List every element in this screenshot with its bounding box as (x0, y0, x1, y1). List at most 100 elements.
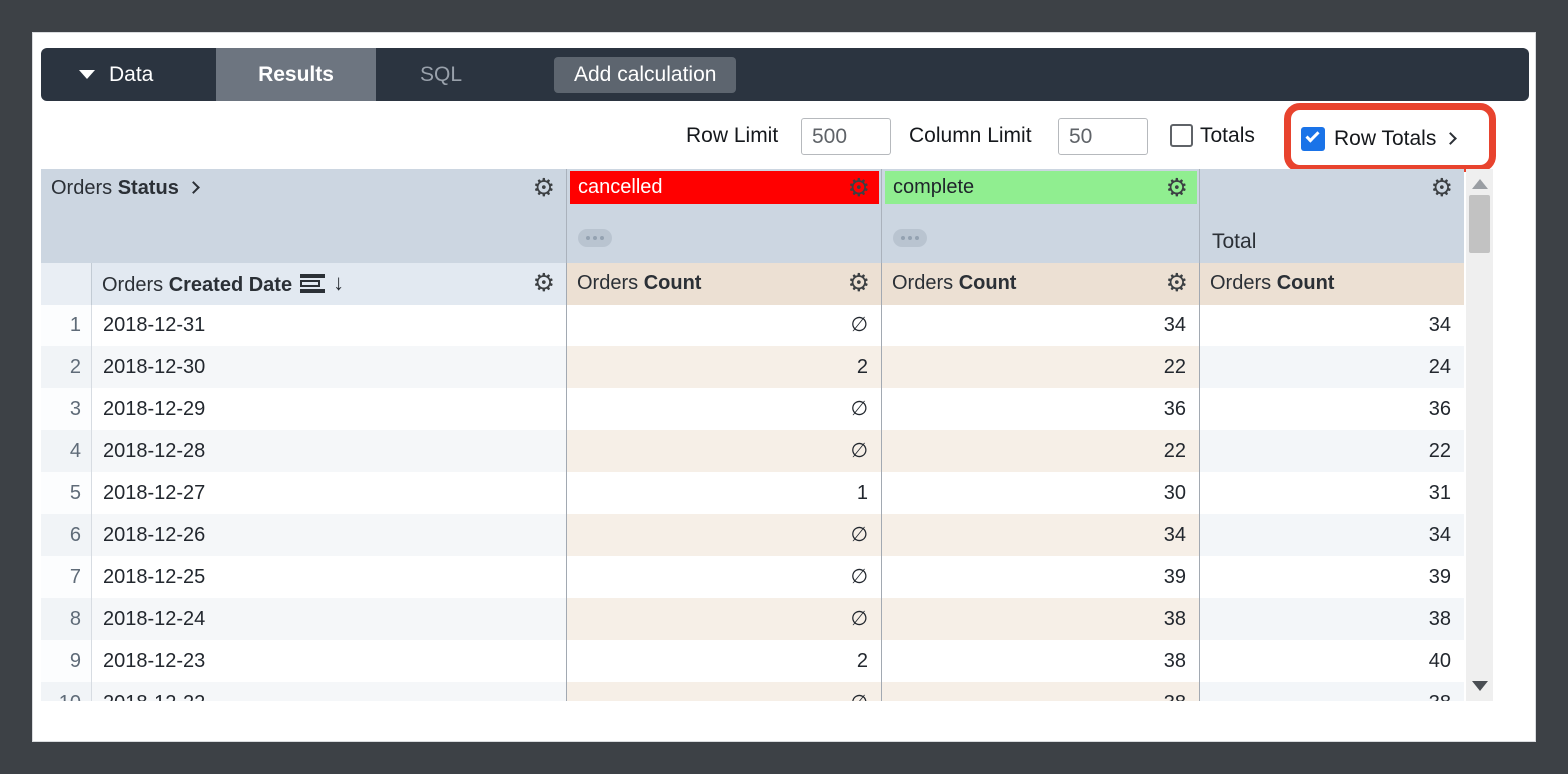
row-totals-checkbox[interactable] (1301, 127, 1325, 151)
cell-created-date[interactable]: 2018-12-28 (91, 430, 566, 472)
table-row: 8 2018-12-24 ∅ 38 38 (41, 598, 1464, 640)
chevron-right-icon (1444, 132, 1458, 145)
cell-complete-count[interactable]: 38 (881, 682, 1199, 701)
row-limit-label: Row Limit (686, 124, 779, 147)
pivot-options-button[interactable] (893, 229, 927, 247)
cell-cancelled-count[interactable]: ∅ (566, 682, 881, 701)
vertical-scrollbar[interactable] (1466, 169, 1493, 701)
cell-cancelled-count[interactable]: ∅ (566, 514, 881, 556)
cell-row-total[interactable]: 34 (1199, 304, 1464, 346)
row-index: 5 (41, 472, 91, 514)
cell-cancelled-count[interactable]: 2 (566, 640, 881, 682)
cell-cancelled-count[interactable]: ∅ (566, 556, 881, 598)
dimension-header-created-date[interactable]: Orders Created Date ↓ ⚙ (91, 263, 566, 305)
cell-cancelled-count[interactable]: 2 (566, 346, 881, 388)
cell-complete-count[interactable]: 34 (881, 514, 1199, 556)
table-row: 6 2018-12-26 ∅ 34 34 (41, 514, 1464, 556)
pivot-header-row: Orders Status ⚙ cancelled ⚙ complete ⚙ ⚙… (41, 169, 1464, 263)
gear-icon[interactable]: ⚙ (1165, 269, 1188, 297)
cell-cancelled-count[interactable]: 1 (566, 472, 881, 514)
table-row: 2 2018-12-30 2 22 24 (41, 346, 1464, 388)
column-limit-input[interactable] (1058, 118, 1148, 155)
measure-header-row: Orders Created Date ↓ ⚙ Orders Count ⚙ Or… (41, 263, 1464, 305)
sort-descending-icon[interactable]: ↓ (333, 270, 345, 295)
cell-created-date[interactable]: 2018-12-22 (91, 682, 566, 701)
cell-complete-count[interactable]: 34 (881, 304, 1199, 346)
scroll-down-arrow-icon[interactable] (1472, 681, 1488, 691)
cell-created-date[interactable]: 2018-12-25 (91, 556, 566, 598)
cell-row-total[interactable]: 36 (1199, 388, 1464, 430)
row-totals-label[interactable]: Row Totals (1334, 121, 1458, 157)
cell-created-date[interactable]: 2018-12-29 (91, 388, 566, 430)
totals-label: Totals (1200, 124, 1255, 147)
table-row: 9 2018-12-23 2 38 40 (41, 640, 1464, 682)
cell-complete-count[interactable]: 22 (881, 346, 1199, 388)
cell-row-total[interactable]: 38 (1199, 682, 1464, 701)
totals-checkbox[interactable] (1170, 124, 1193, 147)
table-row: 1 2018-12-31 ∅ 34 34 (41, 304, 1464, 346)
cell-cancelled-count[interactable]: ∅ (566, 304, 881, 346)
table-row: 3 2018-12-29 ∅ 36 36 (41, 388, 1464, 430)
cell-cancelled-count[interactable]: ∅ (566, 598, 881, 640)
cell-row-total[interactable]: 38 (1199, 598, 1464, 640)
measure-header-complete-count[interactable]: Orders Count ⚙ (881, 263, 1199, 305)
tab-sql[interactable]: SQL (419, 62, 463, 86)
gear-icon[interactable]: ⚙ (1430, 174, 1453, 202)
pivot-field-header[interactable]: Orders Status ⚙ (41, 169, 566, 263)
row-index: 2 (41, 346, 91, 388)
cell-row-total[interactable]: 24 (1199, 346, 1464, 388)
table-body: 1 2018-12-31 ∅ 34 34 2 2018-12-30 2 22 24 3 2018-12… (41, 304, 1464, 701)
row-index: 10 (41, 682, 91, 701)
scrollbar-thumb[interactable] (1469, 195, 1490, 253)
cell-complete-count[interactable]: 36 (881, 388, 1199, 430)
cell-created-date[interactable]: 2018-12-23 (91, 640, 566, 682)
data-section-toggle[interactable]: Data (41, 48, 216, 101)
pivot-value-label-complete: complete (885, 171, 1197, 204)
measure-header-total-count[interactable]: Orders Count (1199, 263, 1464, 305)
gear-icon[interactable]: ⚙ (532, 269, 555, 297)
tab-results[interactable]: Results (216, 48, 376, 101)
cell-row-total[interactable]: 31 (1199, 472, 1464, 514)
measure-header-cancelled-count[interactable]: Orders Count ⚙ (566, 263, 881, 305)
scroll-up-arrow-icon[interactable] (1472, 179, 1488, 189)
row-index: 8 (41, 598, 91, 640)
results-table: Orders Status ⚙ cancelled ⚙ complete ⚙ ⚙… (41, 169, 1464, 701)
add-calculation-button[interactable]: Add calculation (554, 57, 737, 93)
cell-complete-count[interactable]: 22 (881, 430, 1199, 472)
gear-icon[interactable]: ⚙ (847, 269, 870, 297)
cell-created-date[interactable]: 2018-12-24 (91, 598, 566, 640)
row-totals-highlight-annotation: Row Totals (1284, 103, 1496, 172)
cell-created-date[interactable]: 2018-12-27 (91, 472, 566, 514)
cell-created-date[interactable]: 2018-12-31 (91, 304, 566, 346)
cell-cancelled-count[interactable]: ∅ (566, 388, 881, 430)
cell-created-date[interactable]: 2018-12-30 (91, 346, 566, 388)
cell-row-total[interactable]: 22 (1199, 430, 1464, 472)
cell-cancelled-count[interactable]: ∅ (566, 430, 881, 472)
pivot-field-label: Orders Status (51, 177, 200, 200)
row-index: 7 (41, 556, 91, 598)
chevron-right-icon (186, 181, 200, 194)
pivot-value-cancelled-header[interactable]: cancelled ⚙ (566, 169, 881, 263)
gear-icon[interactable]: ⚙ (1165, 174, 1188, 202)
explore-results-panel: Data Results SQL Add calculation Row Lim… (32, 32, 1536, 742)
table-row: 7 2018-12-25 ∅ 39 39 (41, 556, 1464, 598)
cell-complete-count[interactable]: 38 (881, 640, 1199, 682)
row-index-header (41, 263, 91, 305)
cell-complete-count[interactable]: 39 (881, 556, 1199, 598)
gear-icon[interactable]: ⚙ (847, 174, 870, 202)
row-limit-input[interactable] (801, 118, 891, 155)
cell-row-total[interactable]: 39 (1199, 556, 1464, 598)
cell-complete-count[interactable]: 38 (881, 598, 1199, 640)
pivot-value-complete-header[interactable]: complete ⚙ (881, 169, 1199, 263)
checkmark-icon (1305, 128, 1320, 143)
gear-icon[interactable]: ⚙ (532, 174, 555, 202)
cell-complete-count[interactable]: 30 (881, 472, 1199, 514)
table-row: 5 2018-12-27 1 30 31 (41, 472, 1464, 514)
cell-created-date[interactable]: 2018-12-26 (91, 514, 566, 556)
row-total-column-header[interactable]: ⚙ Total (1199, 169, 1464, 263)
cell-row-total[interactable]: 40 (1199, 640, 1464, 682)
cell-row-total[interactable]: 34 (1199, 514, 1464, 556)
subtotals-icon[interactable] (300, 274, 326, 293)
pivot-options-button[interactable] (578, 229, 612, 247)
